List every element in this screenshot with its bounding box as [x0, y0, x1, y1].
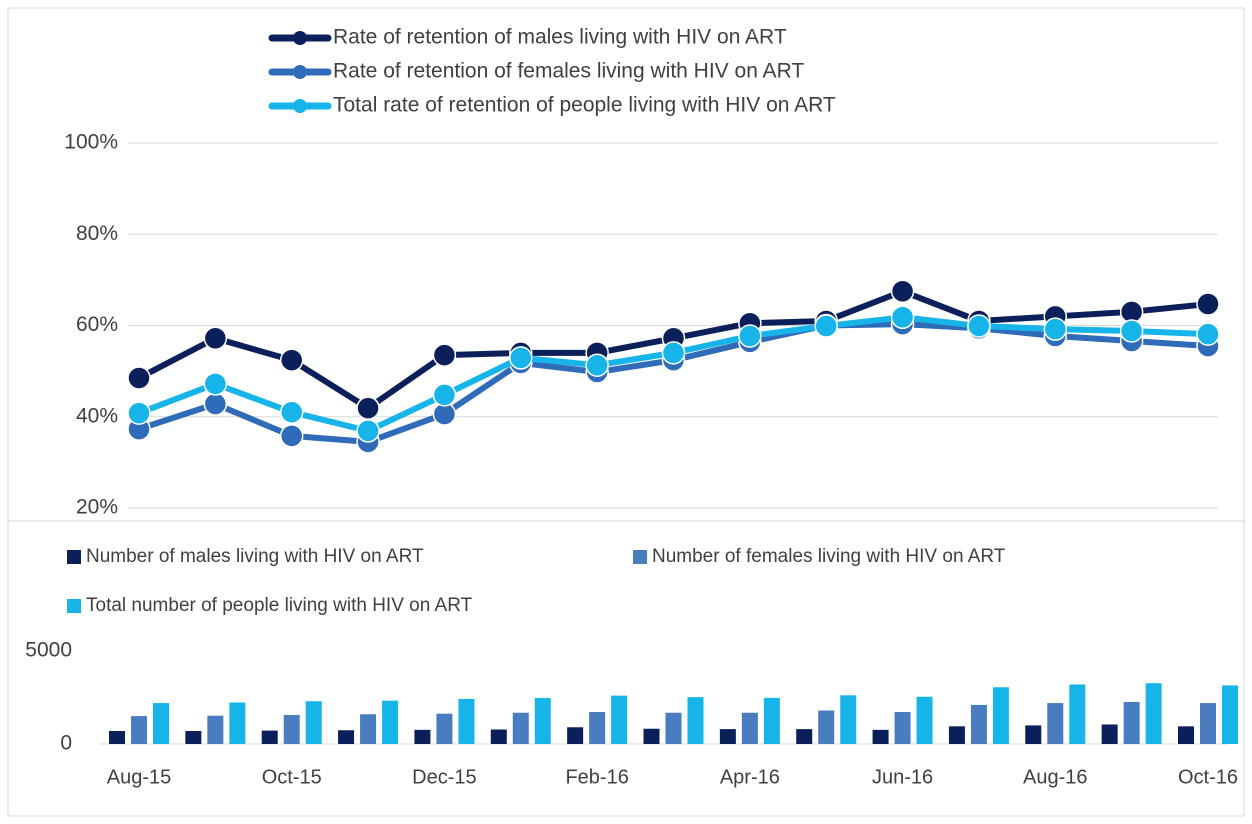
- legend-marker: [293, 65, 307, 79]
- y-tick-label: 40%: [76, 404, 118, 427]
- legend-label: Rate of retention of females living with…: [333, 60, 804, 83]
- legend-swatch: [67, 550, 81, 564]
- marker: [1043, 317, 1068, 341]
- bar: [567, 727, 584, 744]
- marker: [890, 279, 915, 304]
- bar: [741, 712, 758, 744]
- bar: [687, 697, 704, 744]
- x-tick-label: Jun-16: [872, 766, 933, 788]
- x-tick-label: Aug-16: [1023, 766, 1088, 788]
- bar: [1069, 684, 1086, 744]
- marker: [814, 314, 838, 338]
- bar: [283, 714, 300, 744]
- bar: [1025, 725, 1042, 744]
- marker: [509, 346, 533, 370]
- bar: [534, 698, 551, 744]
- legend-label: Total rate of retention of people living…: [333, 94, 836, 117]
- bar: [338, 730, 355, 744]
- bar: [131, 716, 147, 744]
- bar: [970, 704, 987, 744]
- legend-label: Number of males living with HIV on ART: [86, 546, 424, 567]
- bar: [894, 712, 911, 744]
- x-tick-label: Feb-16: [565, 766, 628, 788]
- bar: [1178, 726, 1194, 744]
- bar: [261, 730, 278, 744]
- bar: [665, 712, 682, 744]
- x-tick-label: Aug-15: [107, 766, 172, 788]
- y-tick-label: 100%: [64, 131, 118, 154]
- marker: [127, 401, 151, 425]
- bar: [992, 687, 1009, 744]
- bar: [1222, 685, 1238, 744]
- chart-border: [7, 7, 1245, 817]
- marker: [203, 392, 228, 416]
- bar: [763, 697, 780, 744]
- marker: [1196, 322, 1220, 346]
- bar: [818, 710, 835, 744]
- bar: [512, 712, 529, 744]
- legend-label: Total number of people living with HIV o…: [86, 595, 473, 616]
- marker: [356, 396, 380, 420]
- marker: [585, 353, 609, 377]
- marker: [967, 314, 991, 338]
- marker: [738, 324, 762, 348]
- bar: [414, 729, 431, 744]
- bar: [109, 730, 125, 744]
- bar: [490, 729, 507, 744]
- legend-label: Number of females living with HIV on ART: [652, 546, 1006, 567]
- bar: [840, 695, 857, 744]
- legend-swatch: [633, 550, 647, 564]
- x-tick-label: Oct-16: [1178, 766, 1238, 788]
- y-tick-label: 0: [60, 732, 72, 755]
- marker: [279, 424, 304, 448]
- y-tick-label: 80%: [76, 222, 118, 245]
- y-tick-label: 5000: [25, 639, 72, 662]
- marker: [1196, 292, 1220, 316]
- bar: [611, 695, 628, 744]
- marker: [1119, 319, 1144, 343]
- marker: [279, 348, 304, 372]
- bar: [153, 703, 169, 744]
- bar: [207, 715, 224, 744]
- legend-marker: [293, 99, 307, 113]
- marker: [432, 383, 457, 407]
- bar: [1047, 703, 1064, 744]
- marker: [356, 419, 380, 443]
- legend-swatch: [67, 599, 81, 613]
- x-tick-label: Apr-16: [720, 766, 780, 788]
- marker: [279, 400, 304, 424]
- y-tick-label: 60%: [76, 313, 118, 336]
- bar: [1145, 683, 1162, 744]
- x-tick-label: Oct-15: [262, 766, 322, 788]
- bar: [916, 696, 933, 744]
- bar: [796, 729, 813, 744]
- bar: [229, 702, 246, 744]
- bar: [1101, 724, 1118, 744]
- bar: [589, 712, 606, 744]
- bar: [872, 729, 889, 744]
- marker: [203, 372, 228, 396]
- bar: [458, 698, 475, 744]
- bar: [1200, 703, 1216, 744]
- bar: [719, 729, 736, 744]
- bar: [643, 728, 660, 744]
- marker: [661, 341, 686, 365]
- marker: [432, 343, 457, 367]
- marker: [127, 366, 151, 390]
- bar: [948, 726, 965, 744]
- y-tick-label: 20%: [76, 496, 118, 519]
- bar: [1123, 701, 1140, 744]
- x-tick-label: Dec-15: [412, 766, 476, 788]
- bar: [305, 701, 322, 744]
- bar: [185, 730, 202, 744]
- legend-marker: [293, 31, 307, 45]
- bar: [382, 700, 399, 744]
- bar: [436, 713, 453, 744]
- bar: [360, 714, 377, 744]
- legend-label: Rate of retention of males living with H…: [333, 26, 787, 49]
- marker: [890, 305, 915, 330]
- marker: [203, 326, 228, 351]
